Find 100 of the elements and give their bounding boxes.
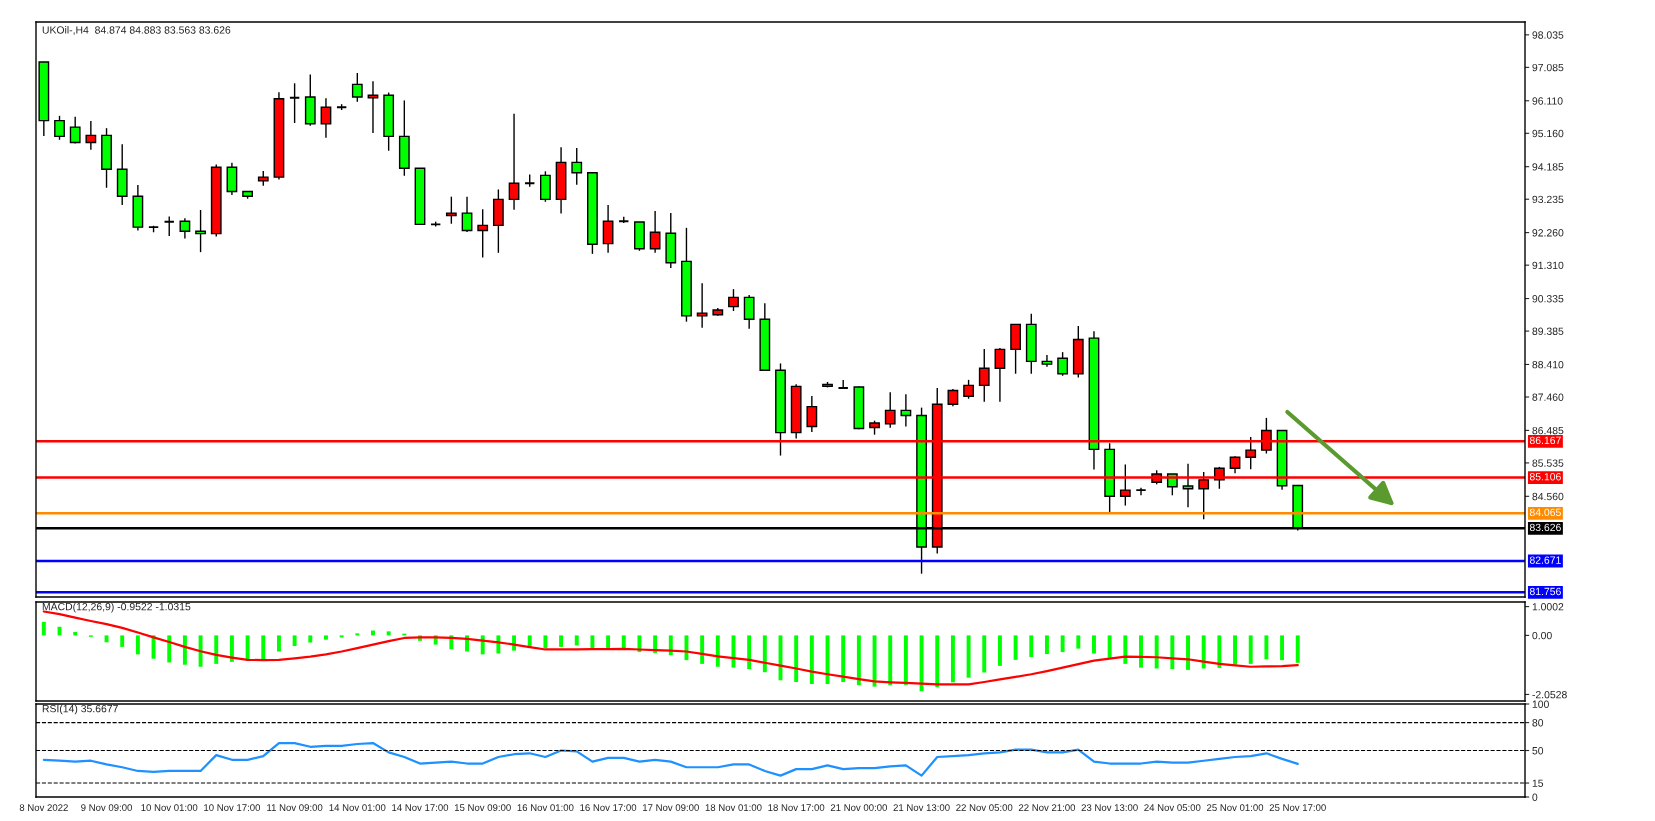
- bar: [950, 635, 955, 683]
- bar: [386, 631, 391, 636]
- x-tick-label: 10 Nov 17:00: [204, 804, 261, 811]
- bar: [919, 635, 924, 692]
- x-tick-label: 18 Nov 01:00: [705, 804, 762, 811]
- y-tick-label: 92.260: [1532, 229, 1564, 237]
- y-tick-label: 15: [1532, 779, 1544, 787]
- candlestick: [85, 120, 97, 151]
- bar: [997, 635, 1002, 666]
- bar: [41, 621, 46, 636]
- bar: [715, 635, 720, 667]
- candlestick: [539, 170, 551, 203]
- bar: [872, 635, 877, 687]
- bar: [1139, 635, 1143, 668]
- bar: [1264, 635, 1269, 660]
- x-tick-label: 25 Nov 01:00: [1207, 804, 1264, 811]
- bar: [1217, 635, 1222, 668]
- candlestick: [288, 82, 301, 124]
- chart-title: MACD(12,26,9) -0.9522 -1.0315: [42, 602, 191, 613]
- candlestick: [179, 217, 191, 240]
- bar: [543, 635, 548, 649]
- x-tick-label: 11 Nov 09:00: [267, 804, 323, 811]
- bar: [982, 635, 987, 673]
- bar: [120, 635, 125, 647]
- line-series: [42, 741, 1299, 777]
- bar: [1233, 635, 1237, 665]
- bar: [308, 635, 313, 643]
- y-tick-label: 87.460: [1532, 393, 1564, 401]
- candlestick: [728, 288, 739, 312]
- y-tick-label: 86.485: [1532, 426, 1564, 435]
- candlestick: [963, 379, 974, 400]
- x-tick-label: 23 Nov 13:00: [1081, 804, 1138, 811]
- bar: [182, 635, 187, 665]
- x-tick-label: 24 Nov 05:00: [1144, 804, 1201, 811]
- y-tick-label: 85.535: [1532, 459, 1564, 467]
- bar: [762, 635, 767, 673]
- x-tick-label: 21 Nov 13:00: [893, 804, 950, 811]
- y-tick-label: 88.410: [1532, 360, 1564, 369]
- bar: [1029, 635, 1034, 657]
- candlestick: [461, 195, 473, 233]
- candlestick: [602, 204, 614, 254]
- ref-line-label: 85.106: [1529, 473, 1561, 481]
- bar: [151, 635, 156, 659]
- bar: [1092, 635, 1096, 654]
- x-tick-label: 22 Nov 21:00: [1018, 804, 1076, 811]
- x-tick-label: 10 Nov 01:00: [141, 804, 198, 811]
- bar: [1295, 635, 1300, 663]
- x-tick-label: 16 Nov 01:00: [517, 804, 574, 811]
- candlestick: [806, 395, 818, 433]
- bar: [794, 635, 799, 683]
- bar: [590, 635, 595, 650]
- bar: [1170, 635, 1175, 670]
- x-tick-label: 21 Nov 00:00: [830, 804, 887, 811]
- candlestick: [54, 115, 65, 141]
- x-tick-label: 17 Nov 09:00: [643, 804, 699, 811]
- candlestick: [1135, 487, 1147, 496]
- y-tick-label: 97.085: [1532, 63, 1564, 72]
- candlestick: [351, 72, 363, 103]
- y-tick-label: 1.0002: [1532, 603, 1564, 611]
- bar: [339, 635, 344, 638]
- bar: [1044, 635, 1049, 655]
- bar: [888, 635, 893, 686]
- bar: [261, 635, 266, 659]
- bar: [559, 635, 564, 647]
- bar: [245, 635, 250, 661]
- bar: [1280, 635, 1285, 661]
- y-tick-label: 50: [1532, 747, 1544, 755]
- candlestick: [571, 147, 583, 186]
- candlestick: [696, 282, 708, 329]
- ref-line-label: 81.756: [1529, 587, 1561, 596]
- candlestick: [994, 347, 1006, 403]
- ref-line-label: 83.626: [1529, 523, 1561, 532]
- y-tick-label: 95.160: [1532, 129, 1564, 138]
- y-tick-label: 93.235: [1532, 195, 1564, 204]
- bar: [1013, 635, 1018, 660]
- bar: [856, 635, 861, 686]
- bar: [1154, 635, 1159, 669]
- x-tick-label: 15 Nov 09:00: [454, 804, 511, 811]
- bar: [574, 635, 579, 646]
- candlestick: [1057, 351, 1069, 377]
- bar: [1076, 635, 1081, 649]
- candlestick: [445, 195, 457, 225]
- y-tick-label: 91.310: [1532, 261, 1564, 270]
- bar: [1248, 635, 1253, 664]
- y-tick-label: -2.0528: [1532, 690, 1567, 699]
- ref-line-label: 84.065: [1529, 508, 1561, 517]
- bar: [935, 635, 940, 688]
- y-tick-label: 94.185: [1532, 163, 1564, 171]
- y-tick-label: 90.335: [1532, 295, 1564, 303]
- candlestick: [978, 348, 990, 403]
- ref-line-label: 82.671: [1529, 556, 1561, 564]
- bar: [135, 635, 140, 655]
- y-tick-label: 96.110: [1532, 97, 1563, 105]
- bar: [214, 635, 219, 664]
- candlestick: [743, 294, 755, 330]
- candlestick: [1182, 463, 1194, 508]
- x-tick-label: 14 Nov 01:00: [329, 804, 386, 811]
- x-tick-label: 16 Nov 17:00: [580, 804, 637, 811]
- x-tick-label: 14 Nov 17:00: [392, 804, 449, 811]
- x-tick-label: 18 Nov 17:00: [768, 804, 825, 811]
